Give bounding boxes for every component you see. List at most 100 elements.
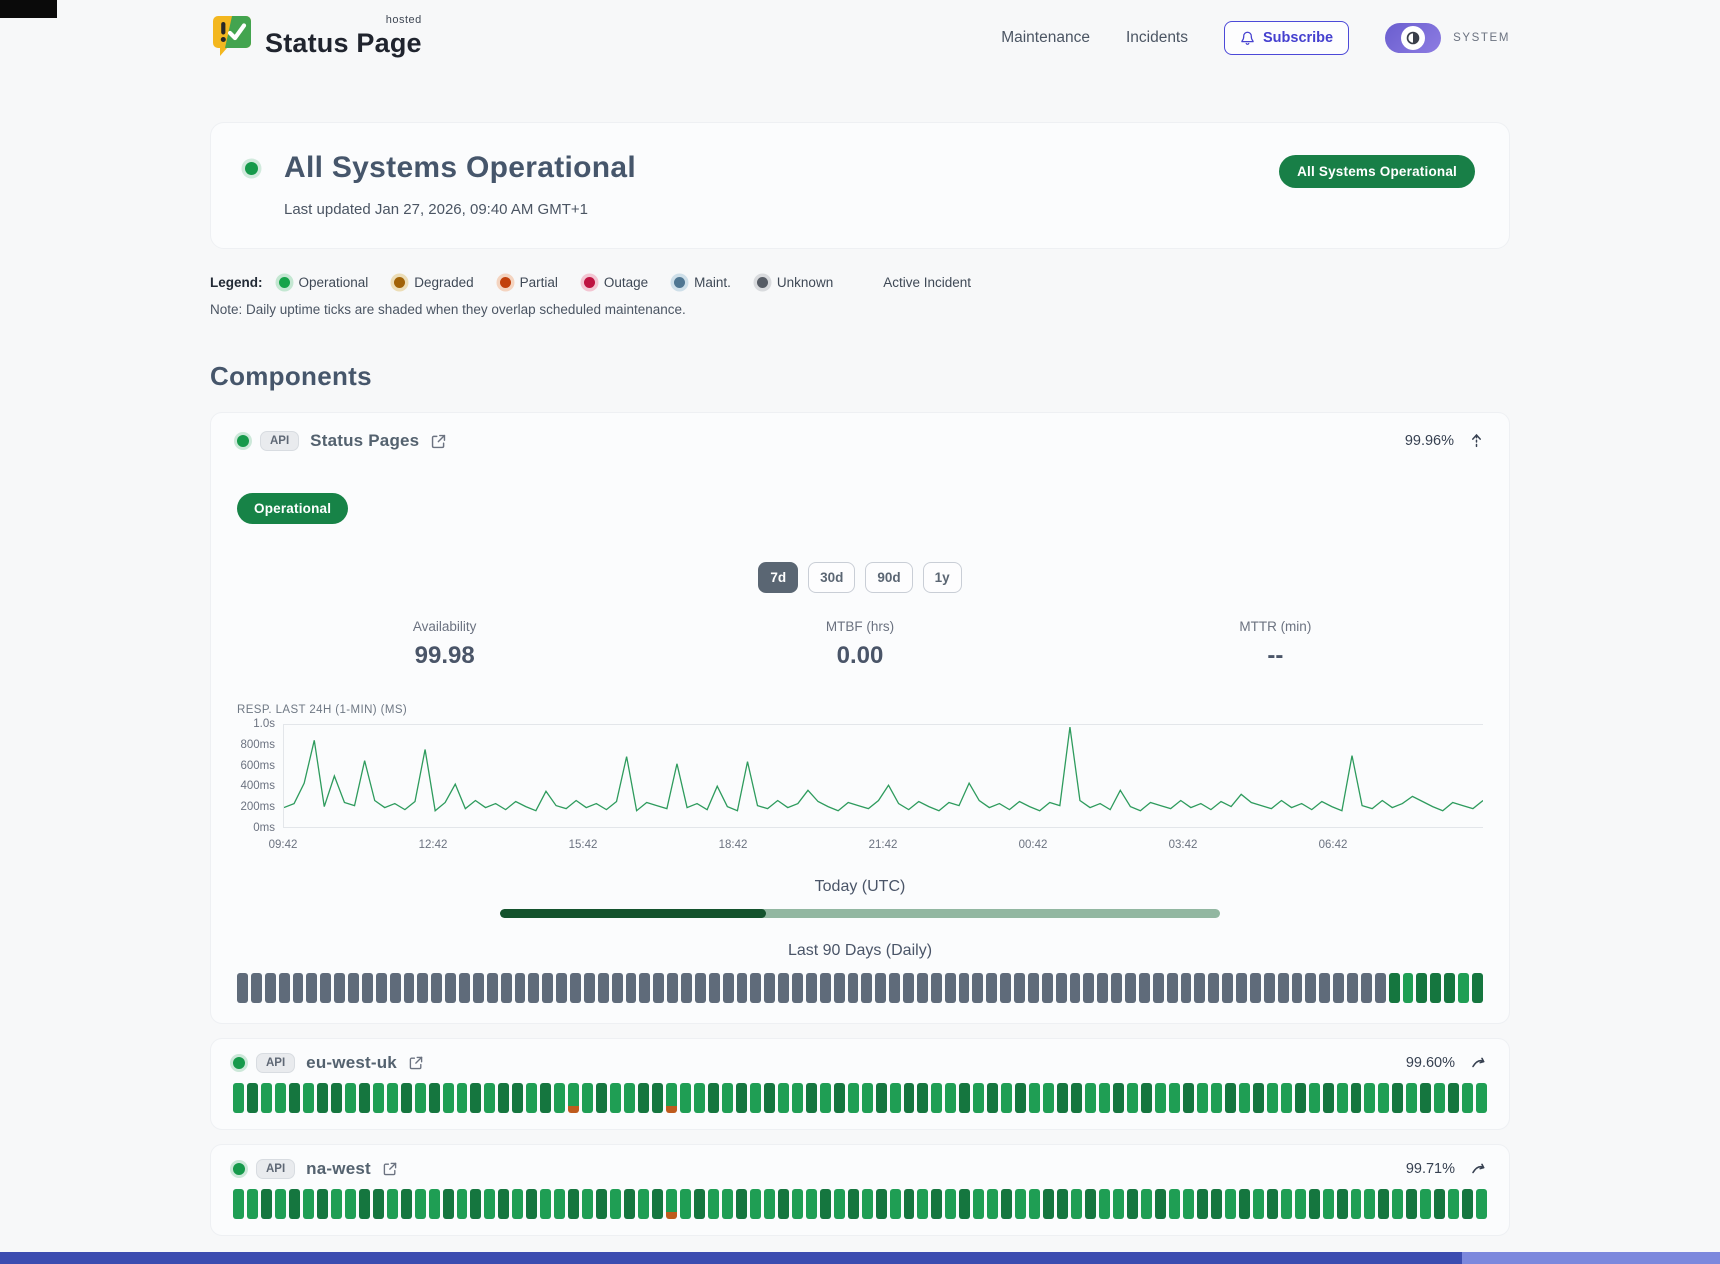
history-label: Last 90 Days (Daily) — [787, 942, 933, 959]
uptime-tick — [958, 973, 970, 1003]
uptime-tick — [1392, 1083, 1404, 1113]
uptime-tick — [1378, 1083, 1390, 1113]
uptime-tick — [1210, 1083, 1222, 1113]
uptime-tick — [1462, 1083, 1474, 1113]
uptime-tick — [819, 973, 831, 1003]
range-button-90d[interactable]: 90d — [865, 562, 913, 593]
range-button-1y[interactable]: 1y — [922, 562, 962, 593]
uptime-tick — [819, 1189, 831, 1219]
uptime-tick — [1000, 973, 1011, 1003]
legend-dot-icon — [499, 277, 511, 288]
uptime-tick — [847, 973, 859, 1003]
uptime-tick — [512, 1083, 524, 1113]
uptime-tick — [1402, 973, 1414, 1003]
uptime-tick — [428, 1189, 440, 1219]
component-group-badge: API — [260, 431, 300, 451]
stat-cell: MTTR (min) -- — [1068, 619, 1483, 670]
component-name-link[interactable]: Status Pages — [310, 431, 420, 450]
uptime-tick — [442, 1083, 454, 1113]
response-time-chart: 1.0s 800ms 600ms 400ms 200ms 0ms — [237, 718, 1483, 834]
uptime-tick — [1015, 1083, 1027, 1113]
uptime-tick — [861, 1083, 873, 1113]
collapse-up-icon[interactable] — [1470, 432, 1483, 451]
expand-curved-icon[interactable] — [1471, 1057, 1487, 1069]
external-link-icon[interactable] — [382, 1161, 398, 1177]
uptime-tick — [1127, 1083, 1138, 1113]
uptime-tick — [1444, 973, 1455, 1003]
uptime-tick — [348, 973, 359, 1003]
uptime-tick — [403, 973, 415, 1003]
uptime-tick — [1238, 1083, 1250, 1113]
uptime-tick — [316, 1083, 328, 1113]
uptime-tick — [777, 1083, 789, 1113]
uptime-tick — [1029, 1189, 1041, 1219]
range-button-7d[interactable]: 7d — [758, 562, 799, 593]
uptime-tick — [1140, 1189, 1152, 1219]
uptime-tick — [1406, 1189, 1418, 1219]
uptime-tick — [1305, 973, 1317, 1003]
uptime-tick — [749, 1083, 761, 1113]
x-tick-label: 03:42 — [1168, 839, 1198, 851]
uptime-tick — [1180, 973, 1192, 1003]
x-tick-label: 15:42 — [568, 839, 598, 851]
uptime-tick — [917, 1189, 929, 1219]
logo-icon — [210, 13, 254, 64]
uptime-tick — [358, 1189, 370, 1219]
uptime-tick — [1027, 973, 1039, 1003]
uptime-tick — [861, 1189, 873, 1219]
legend: Legend: Operational Degraded Partial Outage… — [210, 275, 1510, 290]
contrast-icon — [1401, 26, 1426, 50]
uptime-tick — [514, 973, 526, 1003]
brand-logo[interactable]: hosted Status Page — [210, 13, 422, 64]
today-progress-bar — [500, 909, 1220, 918]
legend-item: Outage — [583, 275, 648, 290]
uptime-tick — [1252, 1189, 1264, 1219]
uptime-tick — [638, 1083, 650, 1113]
uptime-tick — [1266, 1189, 1278, 1219]
uptime-tick — [320, 973, 332, 1003]
expand-curved-icon[interactable] — [1471, 1163, 1487, 1175]
uptime-tick — [1099, 1189, 1111, 1219]
theme-toggle[interactable] — [1385, 23, 1442, 53]
uptime-tick — [472, 973, 484, 1003]
uptime-tick — [763, 1083, 775, 1113]
component-name-link[interactable]: eu-west-uk — [306, 1053, 397, 1072]
uptime-tick — [288, 1083, 300, 1113]
nav-maintenance[interactable]: Maintenance — [1001, 29, 1090, 46]
external-link-icon[interactable] — [430, 433, 447, 450]
uptime-tick — [1182, 1189, 1194, 1219]
uptime-tick — [805, 973, 817, 1003]
uptime-tick — [959, 1189, 971, 1219]
uptime-tick — [1097, 973, 1109, 1003]
uptime-tick — [302, 1083, 314, 1113]
uptime-tick — [889, 1189, 901, 1219]
uptime-tick — [763, 1189, 775, 1219]
uptime-tick — [250, 973, 262, 1003]
uptime-tick — [1308, 1189, 1320, 1219]
component-status-dot — [237, 435, 249, 447]
uptime-tick — [1168, 1083, 1180, 1113]
uptime-tick — [582, 1083, 594, 1113]
uptime-tick — [735, 1189, 747, 1219]
subscribe-button[interactable]: Subscribe — [1224, 21, 1350, 55]
uptime-tick — [486, 973, 498, 1003]
uptime-tick — [987, 1083, 999, 1113]
uptime-tick — [1113, 1083, 1124, 1113]
uptime-tick — [1462, 1189, 1474, 1219]
uptime-tick — [1222, 973, 1233, 1003]
nav-incidents[interactable]: Incidents — [1125, 29, 1188, 46]
y-tick-label: 400ms — [240, 780, 275, 793]
uptime-tick — [306, 973, 318, 1003]
uptime-tick — [417, 973, 429, 1003]
uptime-tick — [1319, 973, 1331, 1003]
uptime-tick — [568, 1189, 580, 1219]
external-link-icon[interactable] — [408, 1055, 424, 1071]
uptime-tick — [916, 973, 928, 1003]
uptime-tick — [833, 1083, 845, 1113]
uptime-tick — [1071, 1083, 1083, 1113]
uptime-tick — [1014, 973, 1025, 1003]
component-name-link[interactable]: na-west — [306, 1159, 371, 1178]
legend-dot-icon — [674, 277, 686, 288]
uptime-tick — [1322, 1189, 1334, 1219]
range-button-30d[interactable]: 30d — [808, 562, 856, 593]
